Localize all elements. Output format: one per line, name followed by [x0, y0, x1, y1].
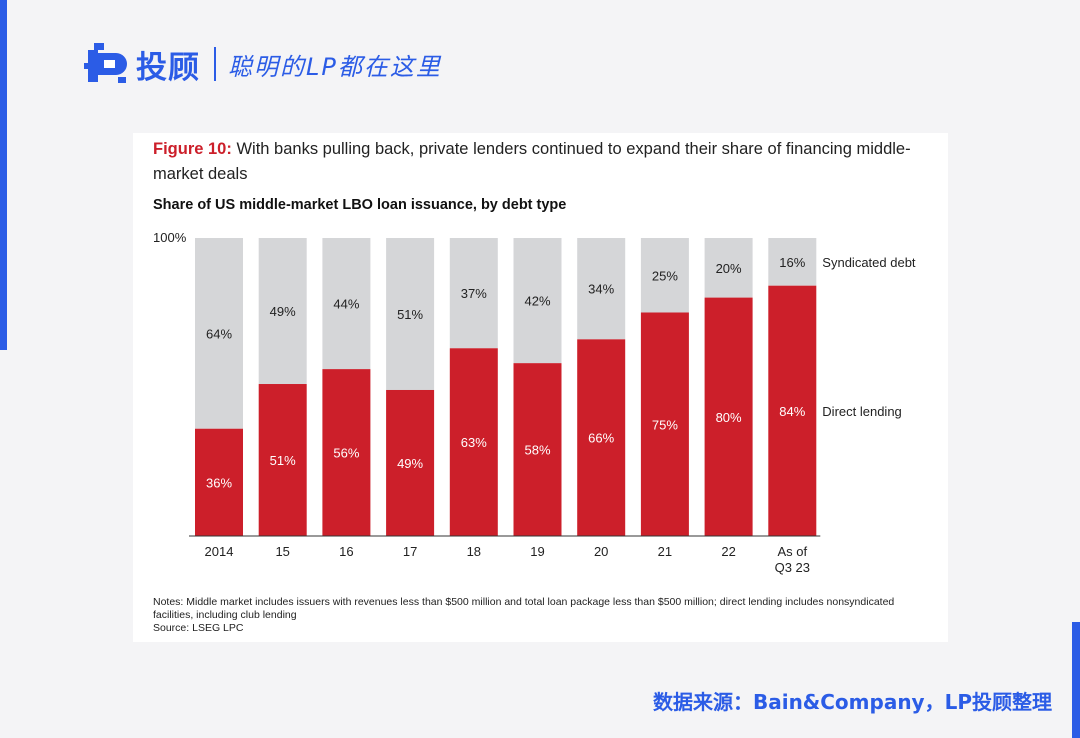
bar-syndicated-debt: [640, 238, 689, 313]
footer-source: 数据来源：Bain&Company，LP投顾整理: [652, 690, 1052, 714]
y-axis-label: 100%: [153, 230, 187, 245]
data-label-syndicated-debt: 42%: [524, 294, 550, 309]
bar-direct-lending: [768, 285, 817, 536]
legend-direct-lending: Direct lending: [822, 404, 902, 419]
data-label-syndicated-debt: 20%: [716, 261, 742, 276]
x-tick-label: 17: [403, 544, 417, 559]
bar-syndicated-debt: [195, 238, 243, 429]
x-tick-label: Q3 23: [775, 560, 810, 575]
source-text: Source: LSEG LPC: [153, 622, 244, 634]
bar-syndicated-debt: [449, 238, 498, 349]
bar-syndicated-debt: [577, 238, 626, 340]
legend-syndicated-debt: Syndicated debt: [822, 255, 916, 270]
data-label-syndicated-debt: 34%: [588, 282, 614, 297]
data-label-syndicated-debt: 64%: [206, 326, 232, 341]
x-tick-label: 2014: [205, 544, 234, 559]
x-tick-label: 15: [275, 544, 289, 559]
brand-logo-icon: [84, 43, 127, 83]
bar-direct-lending: [195, 428, 243, 536]
data-label-direct-lending: 63%: [461, 435, 487, 450]
chart-notes: Notes: Middle market includes issuers wi…: [153, 596, 933, 635]
x-tick-label: 20: [594, 544, 608, 559]
bar-direct-lending: [640, 312, 689, 536]
data-label-syndicated-debt: 25%: [652, 268, 678, 283]
data-label-direct-lending: 58%: [524, 443, 550, 458]
bar-direct-lending: [322, 369, 371, 536]
data-label-direct-lending: 36%: [206, 475, 232, 490]
data-label-syndicated-debt: 44%: [333, 297, 359, 312]
bar-direct-lending: [577, 339, 626, 536]
bar-syndicated-debt: [322, 238, 371, 370]
bar-direct-lending: [449, 348, 498, 536]
data-label-direct-lending: 84%: [779, 404, 805, 419]
left-accent-bar: [0, 0, 7, 350]
x-tick-label: 18: [467, 544, 481, 559]
data-label-syndicated-debt: 49%: [270, 304, 296, 319]
brand-divider: [214, 47, 216, 81]
figure-title: Figure 10: With banks pulling back, priv…: [153, 137, 923, 187]
data-label-direct-lending: 49%: [397, 456, 423, 471]
x-tick-label: 21: [658, 544, 672, 559]
data-label-syndicated-debt: 16%: [779, 255, 805, 270]
figure-card: Figure 10: With banks pulling back, priv…: [133, 133, 948, 642]
data-label-direct-lending: 56%: [333, 446, 359, 461]
bar-syndicated-debt: [768, 238, 817, 286]
x-tick-label: 22: [721, 544, 735, 559]
notes-text: Notes: Middle market includes issuers wi…: [153, 596, 895, 621]
stacked-bar-chart: 100% 36% 64% 2014 51% 49% 15 56% 44% 16 49% 51% 17 63…: [153, 230, 916, 575]
figure-label: Figure 10:: [153, 140, 232, 158]
brand-name: 投顾: [136, 49, 200, 86]
data-label-syndicated-debt: 51%: [397, 307, 423, 322]
bar-syndicated-debt: [513, 238, 562, 364]
chart-subtitle: Share of US middle-market LBO loan issua…: [153, 197, 567, 213]
bar-syndicated-debt: [704, 238, 753, 298]
bar-syndicated-debt: [386, 238, 435, 390]
data-label-direct-lending: 75%: [652, 417, 678, 432]
x-tick-label: 16: [339, 544, 353, 559]
bar-direct-lending: [704, 297, 753, 536]
bar-syndicated-debt: [258, 238, 307, 385]
data-label-direct-lending: 80%: [716, 410, 742, 425]
bar-direct-lending: [386, 389, 435, 536]
figure-title-text: With banks pulling back, private lenders…: [153, 140, 911, 183]
bar-direct-lending: [258, 384, 307, 536]
data-label-direct-lending: 66%: [588, 431, 614, 446]
brand-header: 投顾 聪明的LP都在这里: [84, 40, 442, 88]
x-tick-label: As of: [777, 544, 807, 559]
brand-slogan: 聪明的LP都在这里: [228, 52, 442, 81]
x-tick-label: 19: [530, 544, 544, 559]
data-label-syndicated-debt: 37%: [461, 286, 487, 301]
right-accent-bar: [1072, 622, 1080, 738]
bar-direct-lending: [513, 363, 562, 536]
data-label-direct-lending: 51%: [270, 453, 296, 468]
